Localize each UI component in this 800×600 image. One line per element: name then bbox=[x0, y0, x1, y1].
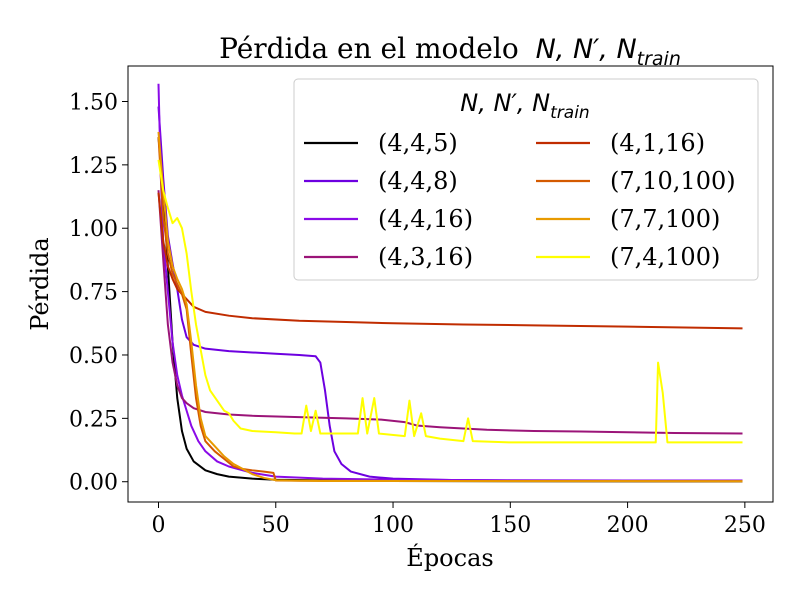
y-axis-label: Pérdida bbox=[26, 237, 54, 330]
legend-label: (4,1,16) bbox=[610, 129, 705, 157]
legend-entries: (4,4,5) (4,4,8) (4,4,16) (4,3,16) (4,1,16) (7… bbox=[304, 129, 736, 271]
x-axis-label: Épocas bbox=[406, 543, 493, 572]
legend-title: N, N′, Ntrain bbox=[460, 89, 589, 123]
plot-lines bbox=[157, 83, 743, 483]
y-tick-label: 0.50 bbox=[69, 344, 118, 369]
chart-title-text: Pérdida en el modelo bbox=[219, 32, 519, 65]
x-tick-label: 200 bbox=[607, 513, 649, 538]
legend-label: (4,4,5) bbox=[378, 129, 458, 157]
y-tick-label: 0.25 bbox=[69, 407, 118, 432]
legend-title-math: N, N′, N bbox=[460, 89, 550, 117]
series-line-3 bbox=[157, 190, 743, 435]
y-tick-label: 0.75 bbox=[69, 281, 118, 306]
legend: N, N′, Ntrain (4,4,5) (4,4,8) (4,4,16) (4,3… bbox=[293, 78, 759, 281]
series-line-5 bbox=[157, 136, 743, 483]
x-tick-label: 100 bbox=[372, 513, 414, 538]
legend-title-math-sub: train bbox=[550, 103, 590, 123]
legend-box bbox=[293, 78, 759, 281]
series-line-7 bbox=[157, 159, 743, 444]
series-line-6 bbox=[157, 131, 743, 483]
legend-label: (4,4,16) bbox=[378, 205, 473, 233]
y-tick-label: 1.50 bbox=[69, 90, 118, 115]
series-line-1 bbox=[157, 106, 743, 482]
x-tick-label: 0 bbox=[151, 513, 165, 538]
legend-label: (4,3,16) bbox=[378, 243, 473, 271]
y-axis-ticks: 0.00 0.25 0.50 0.75 1.00 1.25 1.50 bbox=[69, 90, 128, 496]
axes-frame bbox=[127, 65, 774, 503]
x-tick-label: 150 bbox=[489, 513, 531, 538]
x-axis-ticks: 0 50 100 150 200 250 bbox=[151, 502, 766, 538]
legend-label: (4,4,8) bbox=[378, 167, 458, 195]
series-line-2 bbox=[157, 83, 743, 482]
chart-title-math: N, N′, N bbox=[536, 34, 637, 65]
y-tick-label: 1.00 bbox=[69, 217, 118, 242]
y-tick-label: 0.00 bbox=[69, 471, 118, 496]
x-tick-label: 50 bbox=[262, 513, 290, 538]
legend-label: (7,7,100) bbox=[610, 205, 720, 233]
x-tick-label: 250 bbox=[724, 513, 766, 538]
series-line-4 bbox=[157, 192, 743, 330]
legend-label: (7,10,100) bbox=[610, 167, 736, 195]
chart-title-math-sub: train bbox=[637, 48, 681, 70]
y-tick-label: 1.25 bbox=[69, 154, 118, 179]
chart-title: Pérdida en el modelo N, N′, Ntrain bbox=[219, 32, 681, 70]
legend-label: (7,4,100) bbox=[610, 243, 720, 271]
